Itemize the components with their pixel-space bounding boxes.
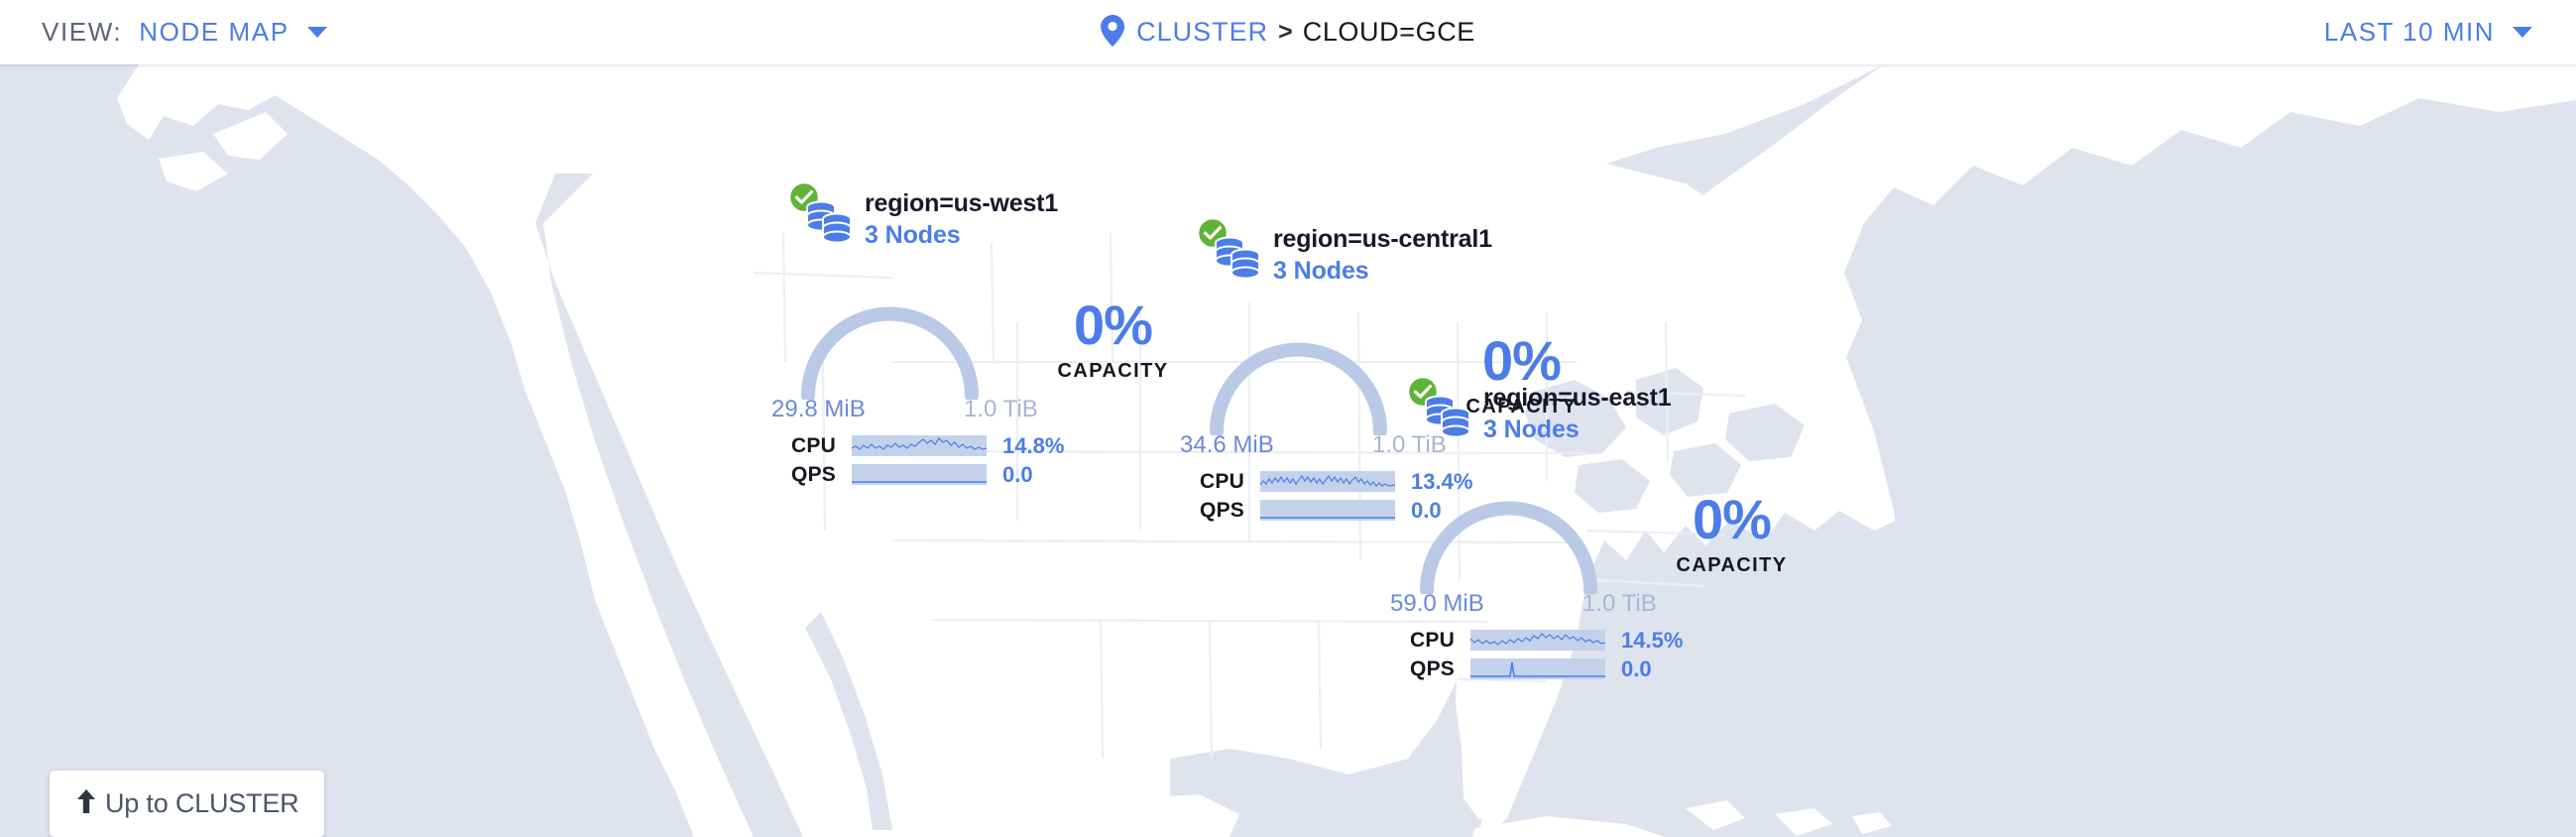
metric-label: QPS — [791, 462, 836, 486]
view-label: VIEW: — [42, 17, 123, 47]
chevron-down-icon[interactable] — [306, 27, 327, 38]
capacity-percent: 0% — [1482, 329, 1562, 392]
metric-row: QPS 0.0 — [778, 460, 1064, 489]
metric-row: CPU 13.4% — [1187, 467, 1472, 496]
metric-label: QPS — [1200, 498, 1244, 522]
up-to-cluster-label: Up to CLUSTER — [105, 788, 299, 818]
node-count-label: 3 Nodes — [1273, 257, 1369, 285]
database-stack-icon — [1422, 392, 1473, 444]
capacity-percent: 0% — [1693, 488, 1772, 550]
metric-value: 0.0 — [1002, 461, 1033, 487]
metrics-list: CPU 13.4% QPS 0.0 — [1187, 467, 1472, 525]
view-selector[interactable]: VIEW: NODE MAP — [42, 0, 327, 64]
capacity-used: 34.6 MiB — [1180, 431, 1274, 458]
capacity-used: 29.8 MiB — [771, 396, 866, 422]
location-pin-icon — [1101, 14, 1125, 52]
metric-label: CPU — [1410, 628, 1455, 652]
capacity-gauge: 0% CAPACITY — [1187, 287, 1576, 438]
metric-value: 14.8% — [1002, 432, 1065, 458]
metric-label: CPU — [1200, 469, 1244, 493]
view-selected-value[interactable]: NODE MAP — [139, 17, 290, 47]
breadcrumb-current: CLOUD=GCE — [1302, 17, 1475, 47]
top-header-bar: VIEW: NODE MAP CLUSTER > CLOUD=GCE LAST … — [0, 0, 2576, 64]
capacity-caption: CAPACITY — [1465, 396, 1578, 418]
cpu-sparkline — [1470, 630, 1605, 651]
metric-row: CPU 14.8% — [778, 431, 1064, 460]
node-group-title: region=us-west1 — [865, 189, 1058, 217]
database-stack-icon — [1212, 233, 1263, 286]
metric-row: CPU 14.5% — [1397, 626, 1683, 655]
metrics-list: CPU 14.8% QPS 0.0 — [778, 431, 1064, 489]
capacity-total: 1.0 TiB — [1582, 590, 1657, 617]
database-stack-icon — [803, 197, 855, 250]
capacity-gauge: 0% CAPACITY — [1397, 445, 1786, 597]
time-range-selector[interactable]: LAST 10 MIN — [2324, 0, 2532, 64]
metrics-list: CPU 14.5% QPS 0.0 — [1397, 626, 1683, 683]
cpu-sparkline — [852, 435, 987, 456]
cpu-sparkline — [1260, 471, 1395, 492]
gauge-arc — [1420, 501, 1597, 597]
time-range-value[interactable]: LAST 10 MIN — [2323, 17, 2495, 47]
capacity-total: 1.0 TiB — [964, 396, 1038, 422]
arrow-up-icon — [75, 788, 97, 819]
capacity-caption: CAPACITY — [1057, 360, 1169, 382]
metric-row: QPS 0.0 — [1187, 496, 1472, 525]
north-america-map: .land { fill:#ffffff; } .border { fill:n… — [117, 64, 2576, 837]
metric-row: QPS 0.0 — [1397, 655, 1683, 683]
node-count-label: 3 Nodes — [865, 221, 961, 249]
map-canvas[interactable]: .land { fill:#ffffff; } .border { fill:n… — [0, 64, 2576, 837]
gauge-arc — [801, 306, 979, 403]
capacity-caption: CAPACITY — [1676, 554, 1788, 576]
capacity-used: 59.0 MiB — [1390, 590, 1484, 617]
breadcrumb-link-cluster[interactable]: CLUSTER — [1136, 17, 1269, 47]
qps-sparkline — [1470, 658, 1605, 679]
metric-value: 0.0 — [1411, 497, 1442, 523]
chevron-down-icon[interactable] — [2513, 27, 2532, 38]
capacity-gauge: 0% CAPACITY — [778, 251, 1167, 403]
capacity-percent: 0% — [1074, 294, 1153, 356]
breadcrumb: CLUSTER > CLOUD=GCE — [1101, 0, 1475, 64]
metric-value: 14.5% — [1621, 627, 1684, 653]
node-count-label: 3 Nodes — [1483, 416, 1580, 443]
capacity-total: 1.0 TiB — [1372, 431, 1447, 458]
qps-sparkline — [852, 464, 987, 485]
gauge-arc — [1210, 342, 1387, 438]
node-group-title: region=us-central1 — [1273, 225, 1492, 253]
metric-value: 0.0 — [1621, 656, 1652, 681]
metric-label: CPU — [791, 433, 836, 457]
metric-label: QPS — [1410, 657, 1455, 680]
metric-value: 13.4% — [1411, 468, 1473, 494]
breadcrumb-separator: > — [1278, 18, 1293, 46]
qps-sparkline — [1260, 500, 1395, 521]
up-to-cluster-button[interactable]: Up to CLUSTER — [50, 771, 325, 837]
node-group-title: region=us-east1 — [1483, 384, 1672, 412]
